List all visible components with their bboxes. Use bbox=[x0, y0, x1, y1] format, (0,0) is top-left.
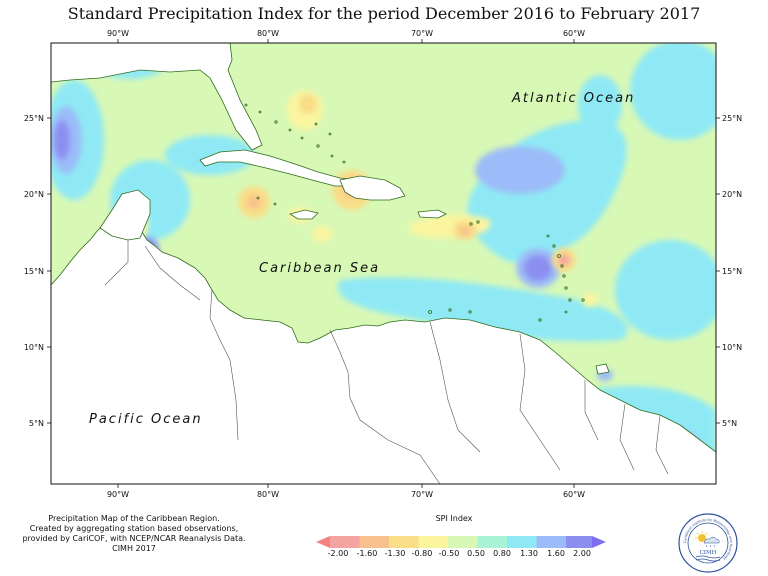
lat-label: 25°N bbox=[24, 114, 44, 123]
wet-zone-gulf-west-core bbox=[54, 120, 70, 160]
land-trinidad bbox=[595, 363, 610, 375]
legend-label: 1.60 bbox=[547, 549, 565, 558]
legend-swatch bbox=[536, 536, 566, 548]
label-atlantic-ocean: Atlantic Ocean bbox=[511, 91, 635, 106]
land-jamaica bbox=[289, 209, 319, 220]
legend-swatch bbox=[448, 536, 478, 548]
legend-label: -0.50 bbox=[438, 549, 460, 558]
wet-zone-cuba-west bbox=[165, 135, 255, 175]
cloud-icon bbox=[703, 536, 720, 544]
label-pacific-ocean: Pacific Ocean bbox=[89, 412, 203, 427]
cimh-logo: Caribbean Institute for Meteorology and … bbox=[678, 513, 738, 573]
lon-label: 60°W bbox=[563, 490, 585, 499]
legend-swatch bbox=[566, 536, 592, 548]
wet-zone-atlantic-mid bbox=[475, 146, 565, 194]
land-north-america bbox=[51, 43, 263, 151]
dry-zone-pr-core bbox=[459, 226, 471, 236]
lat-label: 25°N bbox=[722, 114, 742, 123]
lat-label: 20°N bbox=[722, 190, 742, 199]
country-borders bbox=[104, 240, 669, 484]
legend-swatch bbox=[330, 536, 360, 548]
place-labels: Atlantic Ocean Caribbean Sea Pacific Oce… bbox=[89, 91, 635, 427]
sun-icon bbox=[698, 534, 706, 542]
lat-label: 20°N bbox=[24, 190, 44, 199]
map-title: Standard Precipitation Index for the per… bbox=[67, 4, 701, 23]
legend-end-high bbox=[592, 536, 606, 548]
lat-label: 15°N bbox=[24, 267, 44, 276]
lon-label: 70°W bbox=[411, 29, 433, 38]
land-small-islands bbox=[244, 103, 585, 322]
lat-labels-right: 25°N 20°N 15°N 10°N 5°N bbox=[722, 114, 742, 428]
graticule-ticks bbox=[47, 39, 720, 488]
lat-label: 10°N bbox=[722, 343, 742, 352]
wet-zone-atlantic-ne bbox=[630, 43, 716, 140]
lat-label: 5°N bbox=[722, 419, 737, 428]
legend-label: -2.00 bbox=[327, 549, 349, 558]
wave-icon bbox=[695, 555, 721, 559]
dry-zone-guadeloupe-core bbox=[558, 254, 570, 266]
wet-zone-southern-caribbean bbox=[338, 277, 628, 342]
lat-label: 5°N bbox=[29, 419, 44, 428]
lat-label: 10°N bbox=[24, 343, 44, 352]
credit-line: Created by aggregating station based obs… bbox=[29, 524, 239, 533]
land-hispaniola bbox=[339, 175, 406, 201]
credit-line: provided by CariCOF, with NCEP/NCAR Rean… bbox=[22, 534, 246, 543]
legend-label: -1.60 bbox=[356, 549, 378, 558]
legend-title: SPI Index bbox=[435, 514, 473, 523]
legend-end-low bbox=[316, 536, 330, 548]
dry-zone-jamaica-south bbox=[312, 226, 332, 242]
wet-zone-leewards-core bbox=[524, 255, 552, 281]
map-body bbox=[51, 43, 716, 484]
map-credit: Precipitation Map of the Caribbean Regio… bbox=[14, 514, 254, 554]
logo-text: CIMH bbox=[700, 550, 717, 556]
legend-swatch bbox=[359, 536, 389, 548]
lat-label: 15°N bbox=[722, 267, 742, 276]
lon-label: 60°W bbox=[563, 29, 585, 38]
lat-labels-left: 25°N 20°N 15°N 10°N 5°N bbox=[24, 114, 44, 428]
legend-label: 0.80 bbox=[493, 549, 511, 558]
dry-zone-bahamas-core bbox=[299, 94, 317, 114]
lon-label: 70°W bbox=[411, 490, 433, 499]
land-puerto-rico bbox=[417, 209, 447, 219]
wet-zone-east bbox=[615, 240, 716, 340]
legend-label: 0.50 bbox=[467, 549, 485, 558]
land-yucatan bbox=[99, 189, 151, 241]
legend-swatch bbox=[477, 536, 507, 548]
wet-zone-atlantic-n bbox=[578, 75, 622, 135]
land bbox=[51, 43, 716, 484]
lon-labels-bottom: 90°W 80°W 70°W 60°W bbox=[107, 490, 585, 499]
legend-label: 1.30 bbox=[520, 549, 538, 558]
legend-swatch bbox=[389, 536, 419, 548]
lon-label: 80°W bbox=[257, 490, 279, 499]
label-caribbean-sea: Caribbean Sea bbox=[259, 261, 380, 276]
legend-swatch bbox=[507, 536, 537, 548]
credit-line: CIMH 2017 bbox=[112, 544, 156, 553]
lon-label: 80°W bbox=[257, 29, 279, 38]
map-frame bbox=[50, 42, 717, 485]
lon-label: 90°W bbox=[107, 490, 129, 499]
legend-swatch bbox=[418, 536, 448, 548]
legend-label: -1.30 bbox=[384, 549, 406, 558]
legend-colorbar bbox=[316, 536, 606, 548]
dry-zone-barbados bbox=[582, 293, 598, 307]
lon-labels-top: 90°W 80°W 70°W 60°W bbox=[107, 29, 585, 38]
lon-label: 90°W bbox=[107, 29, 129, 38]
legend-label: 2.00 bbox=[573, 549, 591, 558]
credit-line: Precipitation Map of the Caribbean Regio… bbox=[48, 514, 220, 523]
legend-label: -0.80 bbox=[411, 549, 433, 558]
